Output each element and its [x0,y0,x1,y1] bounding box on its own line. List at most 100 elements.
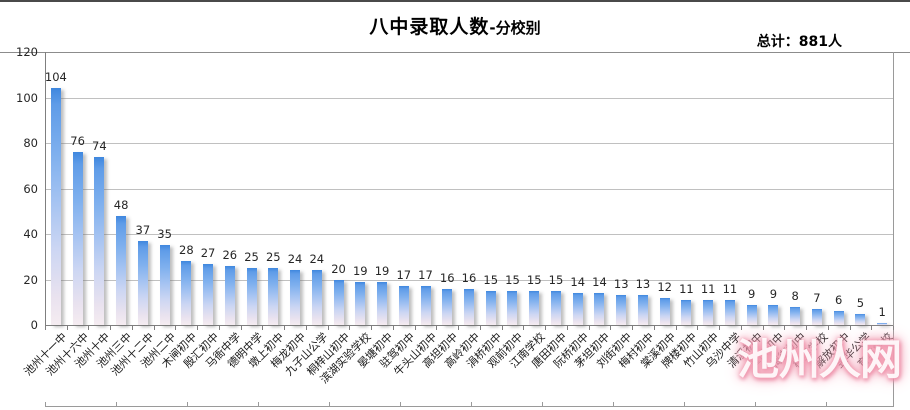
y-axis-tick-label: 20 [23,272,38,287]
bar-value-label: 15 [505,272,520,287]
bar-value-label: 5 [856,295,865,310]
x-axis-tick [501,326,503,330]
bar [833,311,844,325]
bar [637,295,648,325]
bar [333,279,344,325]
y-axis-tick-label: 40 [23,227,38,241]
gridline [45,143,893,144]
y-axis-line [45,52,46,325]
x-axis-line [45,325,893,326]
bottom-tick [187,402,188,407]
bar [594,293,605,325]
x-axis-tick [131,326,133,330]
bar [398,286,409,325]
x-axis-tick [653,326,655,330]
x-axis-tick [349,326,351,330]
bar [790,306,801,325]
window-top-border [0,0,910,2]
bar-value-label: 25 [265,250,281,265]
x-axis-tick [284,326,286,330]
bar [768,304,779,325]
bar [550,290,561,325]
bar-value-label: 15 [548,272,564,287]
x-axis-tick [545,326,547,330]
x-axis-tick [240,326,242,330]
y-axis-tick-label: 80 [23,136,38,150]
x-axis-tick [371,326,373,330]
gridline [45,97,893,99]
y-axis-tick-label: 120 [16,45,38,59]
bar [355,281,366,325]
bar-value-label: 15 [483,272,499,287]
bar-value-label: 37 [135,222,151,237]
y-axis-tick-label: 60 [23,181,38,196]
bar [203,263,214,325]
bar-value-label: 20 [331,261,346,276]
bar [572,293,583,325]
bar [159,245,170,325]
gridline [45,188,893,190]
x-axis-tick [414,326,416,330]
bar [94,156,105,325]
x-axis-tick [110,326,112,330]
x-axis-tick [849,326,851,330]
x-axis-tick [632,326,634,330]
bar-value-label: 25 [244,250,259,265]
bar [224,265,235,325]
bar-value-label: 9 [747,286,756,301]
bar-value-label: 8 [791,288,799,303]
bar [529,290,540,325]
x-axis-tick [762,326,764,330]
x-axis-tick [523,326,525,330]
bar [485,290,496,325]
bar-value-label: 17 [396,268,412,283]
title-underline [0,52,910,53]
bar-value-label: 16 [439,270,455,285]
bar [855,313,866,325]
bottom-tick [613,402,614,407]
bar-value-label: 74 [92,138,107,153]
bar-value-label: 6 [834,293,843,308]
bar [442,288,453,325]
bar-value-label: 19 [374,263,390,278]
bar [659,297,670,325]
x-axis-tick [153,326,155,330]
x-axis-tick [697,326,699,330]
bottom-tick [826,402,827,407]
bottom-tick [400,402,401,407]
x-axis-tick [784,326,786,330]
chart-title-main: 八中录取人数 [369,16,490,38]
x-axis-tick [436,326,438,330]
bar [377,281,388,325]
x-axis-tick [588,326,590,330]
chart-title: 八中录取人数-分校别 [0,12,910,39]
bar-value-label: 48 [113,197,129,212]
x-axis-tick [218,326,220,330]
gridline [45,279,893,281]
bottom-tick [471,402,472,407]
bar [464,288,474,325]
x-axis-tick [566,326,568,330]
bar [746,304,757,325]
bar-value-label: 24 [287,252,303,267]
bottom-tick [329,402,330,407]
bar [681,299,692,325]
bar-value-label: 13 [613,277,629,292]
bar [507,290,518,325]
bar [72,152,83,325]
bar [420,286,431,325]
bar [311,270,322,325]
x-axis-tick [45,326,46,330]
bottom-axis-line [45,406,894,407]
bar-value-label: 12 [657,279,672,294]
bar [290,270,301,325]
bar [877,322,888,325]
bar-value-label: 24 [309,252,325,267]
bar-value-label: 14 [592,275,607,290]
y-axis-tick-label: 100 [16,90,38,105]
bar-value-label: 19 [352,263,368,278]
bottom-tick [116,402,117,407]
bar [50,88,61,325]
x-axis-tick [66,326,68,330]
